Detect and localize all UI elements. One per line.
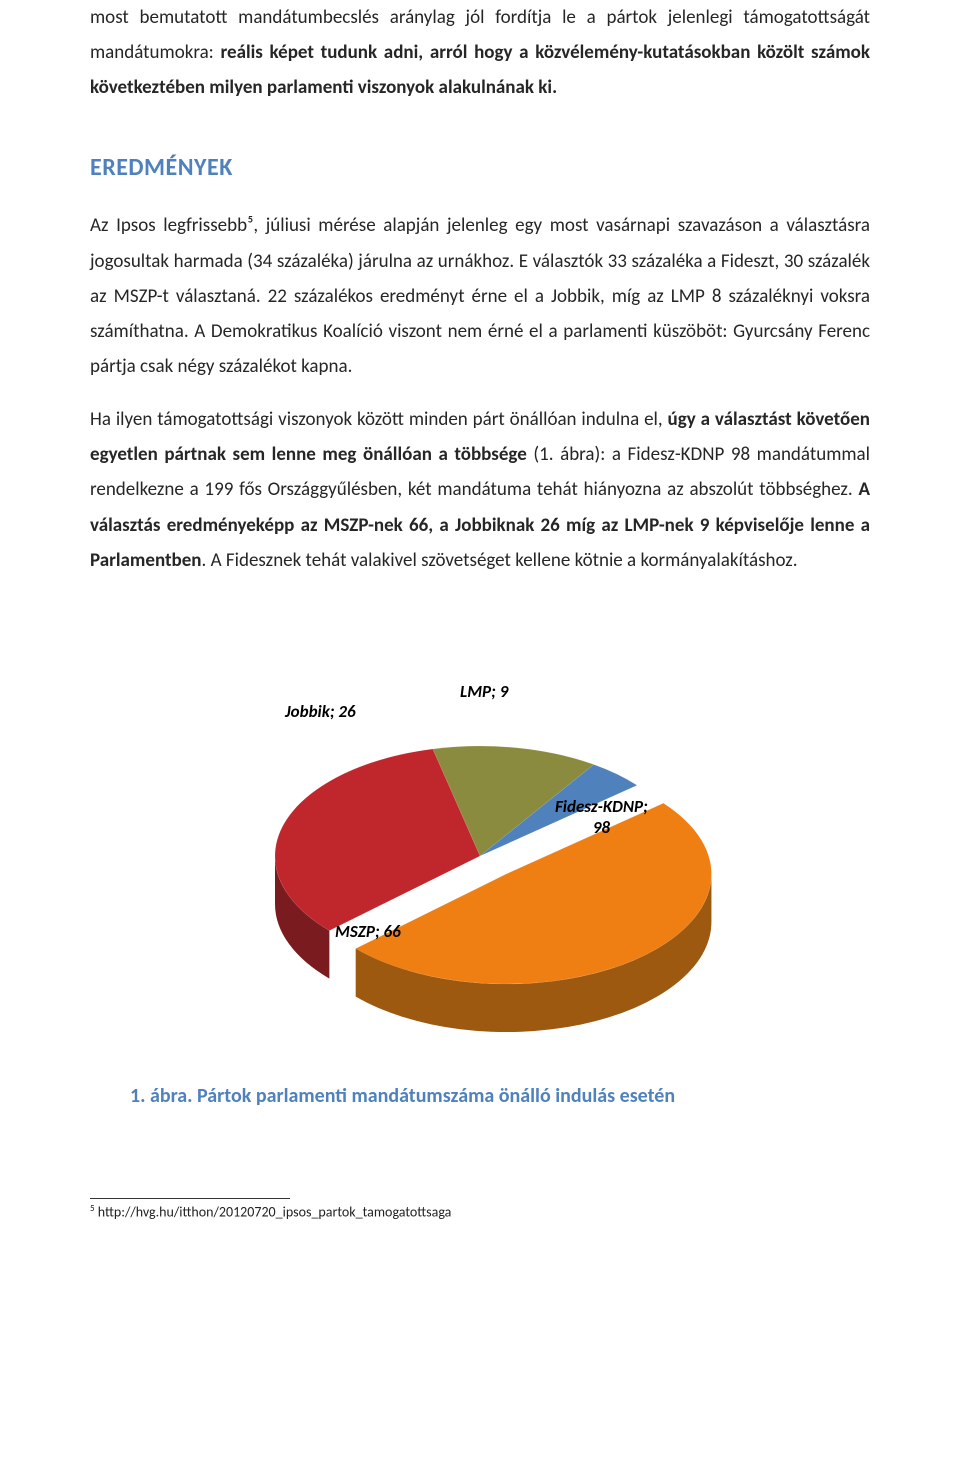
pie-label-fidesz-kdnp: Fidesz-KDNP; 98 [555,796,648,838]
pie-label-jobbik: Jobbik; 26 [285,701,356,722]
pie-label-lmp: LMP; 9 [460,681,508,702]
pie-label-mszp: MSZP; 66 [335,921,401,942]
mandates-pie-chart: Fidesz-KDNP; 98 MSZP; 66 Jobbik; 26 LMP; 9 [160,646,800,1056]
p2-a: Ha ilyen támogatottsági viszonyok között… [90,408,668,431]
footnote-text: http://hvg.hu/itthon/20120720_ipsos_part… [95,1203,452,1220]
figure-caption: 1. ábra. Pártok parlamenti mandátumszáma… [130,1084,870,1108]
intro-paragraph: most bemutatott mandátumbecslés aránylag… [90,0,870,105]
body-paragraph-1: Az Ipsos legfrissebb⁵, júliusi mérése al… [90,208,870,384]
p2-e: . A Fidesznek tehát valakivel szövetsége… [202,549,798,572]
section-heading-eredmenyek: EREDMÉNYEK [90,153,870,182]
footnote-separator [90,1198,290,1199]
pie-chart-svg [160,646,800,1056]
footnote: 5 http://hvg.hu/itthon/20120720_ipsos_pa… [90,1203,870,1221]
body-paragraph-2: Ha ilyen támogatottsági viszonyok között… [90,402,870,578]
